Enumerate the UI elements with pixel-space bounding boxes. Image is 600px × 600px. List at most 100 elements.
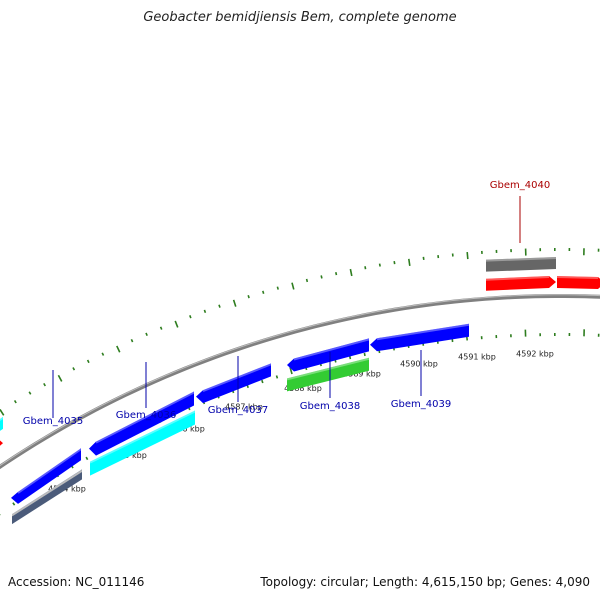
cds-block-gbem-4035 [11,448,82,504]
cds-block-gbem-4036-gloss [95,391,195,444]
minor-tick [159,326,163,330]
feature-track-a-body [12,469,82,525]
minor-tick [320,275,323,279]
major-tick [232,299,237,307]
gene-label-gbem-4035: Gbem_4035 [23,370,83,427]
gene-label-gbem-4038: Gbem_4038 [300,352,360,412]
genome-summary-text: Topology: circular; Length: 4,615,150 bp… [260,575,590,589]
gene-label-gbem-4037: Gbem_4037 [208,356,268,416]
gene-label-gbem-4040: Gbem_4040 [490,180,550,243]
minor-tick [43,382,46,387]
cds-block-gbem-4039 [370,323,470,352]
rna-block-left-edge [0,416,4,431]
scale-tick-label: 4592 kbp [516,349,554,358]
minor-tick [275,375,279,379]
cds-block-gbem-4039-gloss [376,323,470,341]
cds-block-gbem-4035-body [11,448,81,504]
cds-block-gbem-4040-body [486,276,556,291]
rna-block-left-edge-gloss [0,417,4,422]
rna-block-left-edge-body [0,416,3,431]
cds-block-next [556,276,600,289]
scale-tick-label: 4587 kbp [225,402,263,411]
gene-label-text: Gbem_4038 [300,401,360,412]
minor-tick [203,309,207,314]
scale-tick-label: 4591 kbp [458,353,496,362]
cds-block-gbem-4038-gloss [293,338,370,361]
cds-block-gbem-4038-body [287,338,369,372]
feature-track-a-stripe-gloss [11,470,83,517]
minor-tick [101,352,105,356]
cds-block-gbem-4035-gloss [17,448,82,494]
minor-tick [86,359,90,364]
major-tick [349,268,353,277]
cds-block-gbem-4036 [89,391,195,456]
minor-tick [305,278,309,283]
other-feature-block-body [287,357,369,392]
scale-tick-label: 4586 kbp [167,425,205,434]
cds-block-gbem-4037-body [196,363,271,404]
gene-label-text: Gbem_4037 [208,405,268,416]
minor-tick [218,304,221,308]
major-tick [291,282,295,290]
minor-tick [189,315,192,319]
rna-block-body [90,410,195,476]
feature-track-a-stripe [11,469,83,517]
outer-tick-row [0,248,600,416]
rna-block-gloss [89,410,196,464]
cds-block-gbem-4037-gloss [202,363,272,393]
cds-block-gbem-4037 [196,363,272,404]
major-tick [174,320,179,328]
gene-label-gbem-4036: Gbem_4036 [116,362,176,421]
major-tick [289,367,293,375]
gene-label-text: Gbem_4036 [116,410,176,421]
gene-label-text: Gbem_4039 [391,399,451,410]
major-tick [116,345,121,353]
minor-tick [262,290,265,294]
cds-block-next-gloss [556,276,599,279]
cds-block-left-edge [0,440,3,446]
minor-tick [145,332,148,336]
minor-tick [85,456,89,461]
scale-tick-label: 4588 kbp [284,384,322,393]
minor-tick [13,400,17,404]
major-tick [408,258,411,266]
genome-backbone-highlight [0,294,600,467]
pseudo-block [485,257,557,272]
pseudo-block-body [486,257,556,272]
rna-block [89,410,196,476]
major-tick [0,409,5,416]
cds-block-left-edge-body [0,440,3,446]
cds-block-gbem-4040-gloss [485,276,550,281]
other-feature-block-gloss [286,357,370,381]
scale-tick-label: 4584 kbp [48,485,86,494]
minor-tick [12,502,16,506]
accession-text: Accession: NC_011146 [8,575,145,589]
feature-track-a-stripe-body [12,469,82,517]
map-title: Geobacter bemidjiensis Bem, complete gen… [143,10,457,25]
major-tick [466,252,469,260]
minor-tick [28,391,32,395]
genome-backbone [0,294,600,470]
minor-tick [247,295,250,299]
gene-label-text: Gbem_4035 [23,416,83,427]
minor-tick [72,367,76,371]
cds-block-gbem-4038 [287,338,370,372]
scale-tick-label: 4590 kbp [400,359,438,368]
minor-tick [261,379,264,384]
minor-tick [130,338,134,343]
gene-label-gbem-4039: Gbem_4039 [391,350,451,410]
cds-block-gbem-4036-body [89,391,194,456]
minor-tick [335,271,338,276]
cds-block-gbem-4039-body [370,323,469,352]
cds-block-gbem-4040 [485,276,556,291]
major-tick [57,374,63,382]
gene-label-text: Gbem_4040 [490,180,550,191]
pseudo-block-gloss [485,257,557,262]
minor-tick [378,263,381,267]
scale-tick-label: 4589 kbp [343,370,381,379]
other-feature-block [286,357,370,392]
cds-block-next-body [557,276,600,289]
minor-tick [364,266,367,270]
